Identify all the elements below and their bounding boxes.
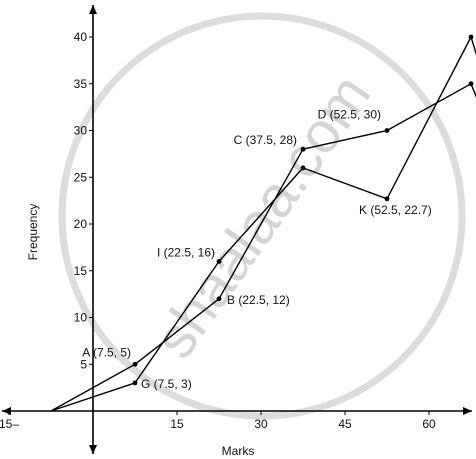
y-axis-arrow-top bbox=[89, 5, 97, 14]
point-label: G (7.5, 3) bbox=[141, 377, 192, 391]
point-label: A (7.5, 5) bbox=[82, 345, 131, 359]
x-tick-label: 30 bbox=[254, 417, 268, 431]
point-label: K (52.5, 22.7) bbox=[359, 203, 432, 217]
series-1-point bbox=[132, 361, 138, 367]
axes: 51015202530354015–153045607590MarksFrequ… bbox=[0, 5, 472, 458]
point-label: I (22.5, 16) bbox=[157, 245, 215, 259]
series-1-line bbox=[50, 83, 476, 412]
x-axis-arrow-left bbox=[2, 407, 11, 415]
y-tick-label: 25 bbox=[74, 170, 88, 184]
watermark-circle bbox=[58, 12, 466, 420]
series-2-point bbox=[384, 196, 390, 202]
series-1-point bbox=[384, 128, 390, 133]
y-tick-label: 15 bbox=[74, 264, 88, 278]
y-tick-label: 5 bbox=[80, 357, 87, 371]
x-tick-label: 45 bbox=[338, 417, 352, 431]
series-2-point bbox=[468, 34, 474, 40]
y-tick-label: 30 bbox=[74, 124, 88, 138]
series-1-point bbox=[216, 296, 222, 302]
y-tick-label: 10 bbox=[74, 311, 88, 325]
x-tick-label: 60 bbox=[422, 417, 436, 431]
y-axis-arrow-bottom bbox=[89, 445, 97, 454]
point-label: D (52.5, 30) bbox=[318, 108, 381, 122]
series-1-point bbox=[468, 81, 474, 87]
y-tick-label: 20 bbox=[74, 217, 88, 231]
x-tick-label: 15– bbox=[0, 417, 19, 431]
x-axis-title: Marks bbox=[222, 444, 255, 458]
series-layer bbox=[50, 34, 476, 412]
series-2-point bbox=[300, 165, 306, 171]
y-tick-label: 35 bbox=[74, 77, 88, 91]
series-2-point bbox=[216, 259, 222, 264]
series-2-point bbox=[132, 380, 138, 386]
y-axis-title: Frequency bbox=[26, 204, 40, 261]
series-1-point bbox=[300, 146, 306, 152]
x-tick-label: 15 bbox=[170, 417, 184, 431]
y-tick-label: 40 bbox=[74, 30, 88, 44]
point-label: B (22.5, 12) bbox=[227, 293, 290, 307]
x-axis-arrow-right bbox=[463, 407, 472, 415]
series-2-line bbox=[50, 36, 476, 412]
point-label: C (37.5, 28) bbox=[234, 133, 297, 147]
label-layer: A (7.5, 5) B (22.5, 12) C (37.5, 28) D (52.… bbox=[82, 108, 432, 391]
